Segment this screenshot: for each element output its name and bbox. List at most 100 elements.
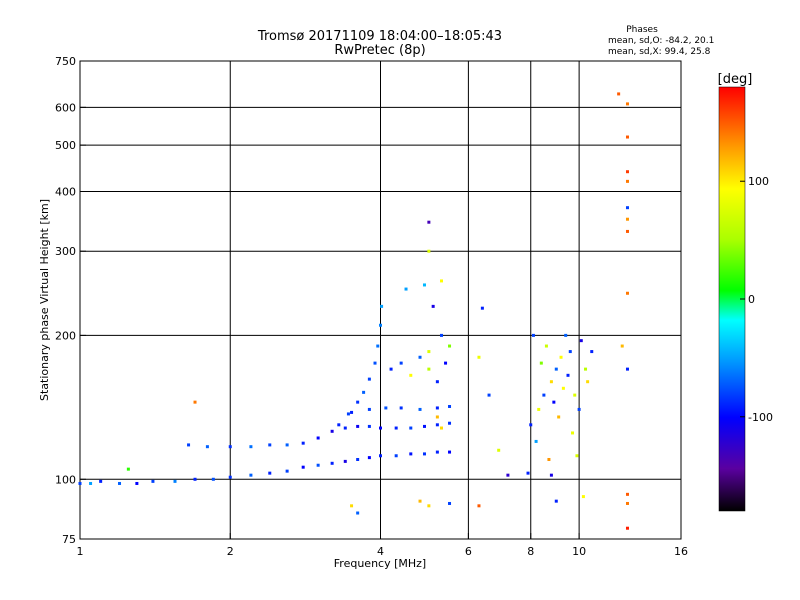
x-mode-cluster-point xyxy=(581,495,585,499)
mid-scatter-point xyxy=(440,333,444,337)
o-low-trace-point xyxy=(330,461,334,465)
f-region-spikes-point xyxy=(625,206,629,210)
y-tick-layer: 75 100 200 300 400 500 600 750 xyxy=(55,55,86,546)
x-mode-cluster-point xyxy=(586,380,590,384)
o-lower-branch-point xyxy=(316,436,320,440)
mid-scatter-point xyxy=(350,504,354,508)
phase-box-heading: Phases xyxy=(626,25,658,35)
x-tick-label: 10 xyxy=(572,545,586,558)
o-lower-branch-point xyxy=(379,426,382,430)
o-upper-branch-point xyxy=(435,406,439,410)
x-mode-cluster-point xyxy=(539,361,543,365)
o-cusp-trace-point xyxy=(373,361,377,365)
o-low-trace-point xyxy=(99,479,103,483)
x-mode-cluster-point xyxy=(534,439,538,443)
x-mode-cluster-point xyxy=(564,333,568,337)
o-low-trace-point xyxy=(367,456,371,460)
o-upper-branch-point xyxy=(384,406,388,410)
o-upper-branch-point xyxy=(350,410,354,414)
f-region-spikes-point xyxy=(617,92,621,96)
mid-scatter-point xyxy=(435,380,439,384)
colorbar-tick-layer: 100 0 -100 xyxy=(740,175,773,424)
phase-box-line-o: mean, sd,O: -84.2, 20.1 xyxy=(608,36,714,46)
x-mode-cluster-point xyxy=(557,415,561,419)
o-lower-branch-point xyxy=(301,441,305,445)
o-low-trace-point xyxy=(379,454,382,458)
grid-layer xyxy=(80,61,681,539)
o-cusp-trace-point xyxy=(346,412,350,416)
o-cusp-trace-point xyxy=(362,390,366,394)
o-lower-branch-point xyxy=(409,426,413,430)
y-axis-label: Stationary phase Virtual Height [km] xyxy=(38,199,51,401)
o-lower-branch-point xyxy=(367,424,371,428)
mid-scatter-point xyxy=(193,400,197,404)
f-region-spikes-point xyxy=(625,170,629,174)
f-region-spikes-point xyxy=(477,504,481,508)
x-tick-layer: 1 2 4 6 8 10 16 xyxy=(77,533,688,558)
chart-title: Tromsø 20171109 18:04:00–18:05:43 xyxy=(257,29,502,44)
f-region-spikes-point xyxy=(625,501,629,505)
f-region-spikes-point xyxy=(625,179,629,183)
x-mode-cluster-point xyxy=(529,423,533,427)
x-mode-cluster-point xyxy=(531,333,535,337)
mid-scatter-point xyxy=(409,373,413,377)
f-region-spikes-point xyxy=(477,355,481,359)
o-low-trace-point xyxy=(356,457,360,461)
o-cusp-trace-point xyxy=(367,377,371,381)
x-mode-cluster-point xyxy=(579,339,583,343)
x-axis-label: Frequency [MHz] xyxy=(334,557,426,570)
y-tick-label: 500 xyxy=(55,139,76,152)
phase-box-line-x: mean, sd,X: 99.4, 25.8 xyxy=(608,47,711,57)
o-low-trace-point xyxy=(435,450,439,454)
x-mode-cluster-point xyxy=(575,454,579,458)
o-low-trace-point xyxy=(118,481,122,485)
o-cusp-trace-point xyxy=(376,344,380,348)
f-region-spikes-point xyxy=(625,367,629,371)
y-tick-label: 300 xyxy=(55,245,76,258)
f-region-spikes-point xyxy=(625,526,629,530)
x-tick-label: 4 xyxy=(377,545,384,558)
o-low-trace-point xyxy=(422,452,426,456)
x-mode-cluster-point xyxy=(526,471,530,475)
o-low-trace-point xyxy=(394,454,398,458)
x-mode-cluster-point xyxy=(554,499,558,503)
x-tick-label: 2 xyxy=(227,545,234,558)
o-low-trace-point xyxy=(211,477,215,481)
mid-scatter-point xyxy=(427,220,431,224)
f-region-spikes-point xyxy=(497,448,501,452)
mid-scatter-point xyxy=(427,367,431,371)
mid-scatter-point xyxy=(399,361,403,365)
x-tick-label: 8 xyxy=(527,545,534,558)
o-low-trace-point xyxy=(343,459,347,463)
o-upper-branch-point xyxy=(448,404,452,408)
mid-scatter-point xyxy=(440,426,444,430)
o-low-trace-point xyxy=(78,481,82,485)
colorbar-tick-label: 100 xyxy=(748,175,769,188)
x-tick-label: 1 xyxy=(77,545,84,558)
x-tick-label: 6 xyxy=(465,545,472,558)
o-low-trace-point xyxy=(268,471,272,475)
o-low-trace-point xyxy=(448,450,452,454)
f-region-spikes-point xyxy=(487,393,491,397)
mid-scatter-point xyxy=(440,279,444,283)
o-low-trace-point xyxy=(89,481,93,485)
y-tick-label: 750 xyxy=(55,55,76,68)
mid-scatter-point xyxy=(356,511,360,515)
o-low-trace-point xyxy=(228,475,232,479)
f-region-spikes-point xyxy=(625,492,629,496)
o-lower-branch-point xyxy=(356,424,360,428)
o-low-trace-point xyxy=(409,452,413,456)
x-mode-cluster-point xyxy=(552,400,556,404)
o-lower-branch-point xyxy=(448,421,452,425)
chart-subtitle: RwPretec (8p) xyxy=(334,43,425,58)
o-cusp-trace-point xyxy=(356,400,360,404)
o-low-trace-point xyxy=(316,463,320,467)
f-region-spikes-point xyxy=(620,344,624,348)
x-mode-cluster-point xyxy=(544,344,548,348)
mid-scatter-point xyxy=(448,344,452,348)
o-lower-branch-point xyxy=(268,443,272,447)
o-lower-branch-point xyxy=(422,424,426,428)
o-lower-branch-point xyxy=(205,445,209,449)
o-low-trace-point xyxy=(285,469,289,473)
